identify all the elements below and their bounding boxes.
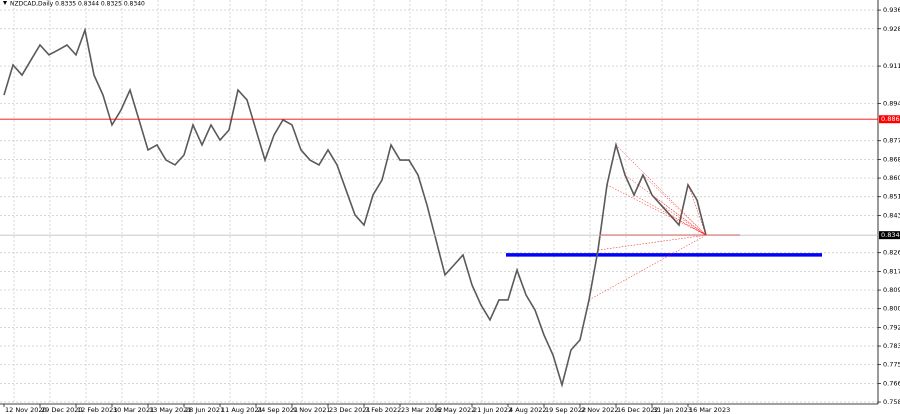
price-label-box [879, 231, 900, 240]
fan-line [606, 184, 707, 236]
fan-line [597, 234, 707, 251]
y-tick-label: 0.8685 [883, 155, 900, 163]
x-tick-label: 23 Mar 2022 [401, 406, 442, 414]
x-tick-label: 16 Dec 2022 [617, 406, 659, 414]
price-label-box [879, 115, 900, 124]
x-tick-label: 12 Feb 2021 [77, 406, 117, 414]
x-tick-label: 23 Dec 2021 [329, 406, 371, 414]
fan-line [669, 214, 707, 236]
fan-line [624, 174, 707, 236]
fan-line [615, 144, 707, 236]
fan-line [651, 194, 707, 236]
x-tick-label: 19 Sep 2022 [545, 406, 586, 414]
x-tick-label: 7 Feb 2022 [365, 406, 401, 414]
x-tick-label: 4 Aug 2022 [509, 406, 547, 414]
fan-line [660, 204, 707, 236]
x-tick-label: 24 Sep 2021 [257, 406, 298, 414]
y-tick-label: 0.7665 [883, 379, 900, 387]
x-tick-label: 6 May 2022 [437, 406, 475, 414]
x-tick-label: 30 Mar 2021 [113, 406, 154, 414]
x-tick-label: 28 Jun 2021 [185, 406, 224, 414]
y-tick-label: 0.8175 [883, 267, 900, 275]
x-tick-label: 21 Jun 2022 [473, 406, 512, 414]
x-tick-label: 16 Mar 2023 [689, 406, 730, 414]
price-line [3, 27, 707, 388]
x-tick-label: 13 May 2021 [149, 406, 191, 414]
fan-line [588, 234, 707, 301]
x-tick-label: 12 Nov 2020 [5, 406, 47, 414]
y-tick-label: 0.8515 [883, 193, 900, 201]
price-label: 0.8868 [881, 115, 900, 123]
y-tick-label: 0.9365 [883, 6, 900, 14]
chart-title: NZDCAD,Daily 0.8335 0.8344 0.8325 0.8340 [10, 1, 145, 8]
title-arrow [3, 1, 7, 5]
fan-line [642, 174, 707, 236]
x-tick-label: 2 Nov 2022 [581, 406, 619, 414]
y-tick-label: 0.8005 [883, 305, 900, 313]
x-tick-label: 31 Jan 2023 [653, 406, 692, 414]
price-label: 0.8340 [881, 231, 900, 239]
x-tick-label: 11 Aug 2021 [221, 406, 263, 414]
x-tick-label: 29 Dec 2020 [41, 406, 83, 414]
x-tick-label: 9 Nov 2021 [293, 406, 331, 414]
y-tick-label: 0.7835 [883, 342, 900, 350]
